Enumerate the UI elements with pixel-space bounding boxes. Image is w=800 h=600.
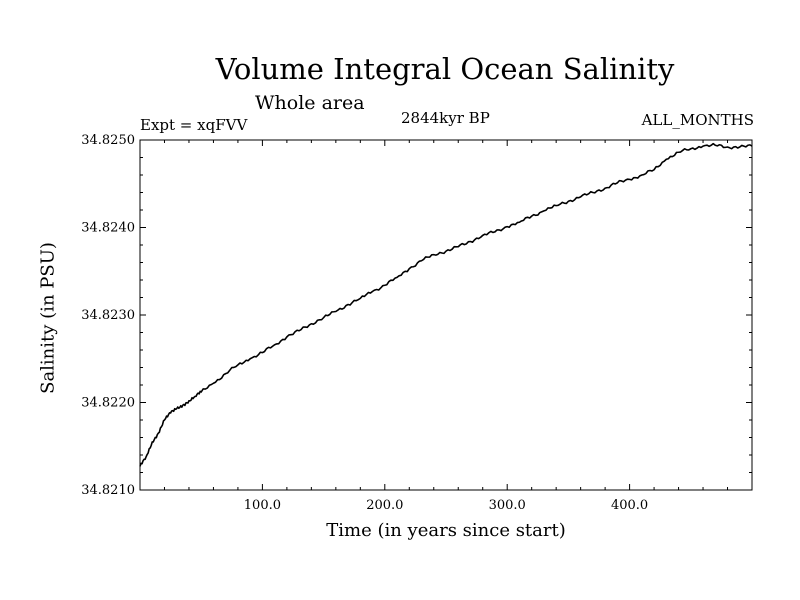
experiment-label: Expt = xqFVV: [140, 116, 248, 134]
series-group: [139, 142, 753, 467]
months-label: ALL_MONTHS: [641, 111, 754, 129]
y-tick-label: 34.8220: [81, 396, 135, 411]
axis-ticks: 100.0 200.0 300.0 400.0 34.8210 34.8220 34.823…: [81, 133, 752, 513]
y-tick-label: 34.8210: [81, 483, 135, 498]
x-tick-label: 400.0: [611, 498, 648, 513]
x-tick-label: 100.0: [244, 498, 281, 513]
y-tick-label: 34.8240: [81, 221, 135, 236]
series-line-salinity: [139, 142, 753, 467]
plot-frame: [139, 139, 753, 491]
x-tick-label: 300.0: [489, 498, 526, 513]
y-tick-label: 34.8250: [81, 133, 135, 148]
y-tick-label: 34.8230: [81, 308, 135, 323]
chart-title: Volume Integral Ocean Salinity: [215, 52, 675, 86]
x-tick-label: 200.0: [366, 498, 403, 513]
chart-subtitle: Whole area: [255, 92, 365, 114]
period-label: 2844kyr BP: [401, 109, 490, 127]
x-axis-label: Time (in years since start): [326, 520, 566, 541]
